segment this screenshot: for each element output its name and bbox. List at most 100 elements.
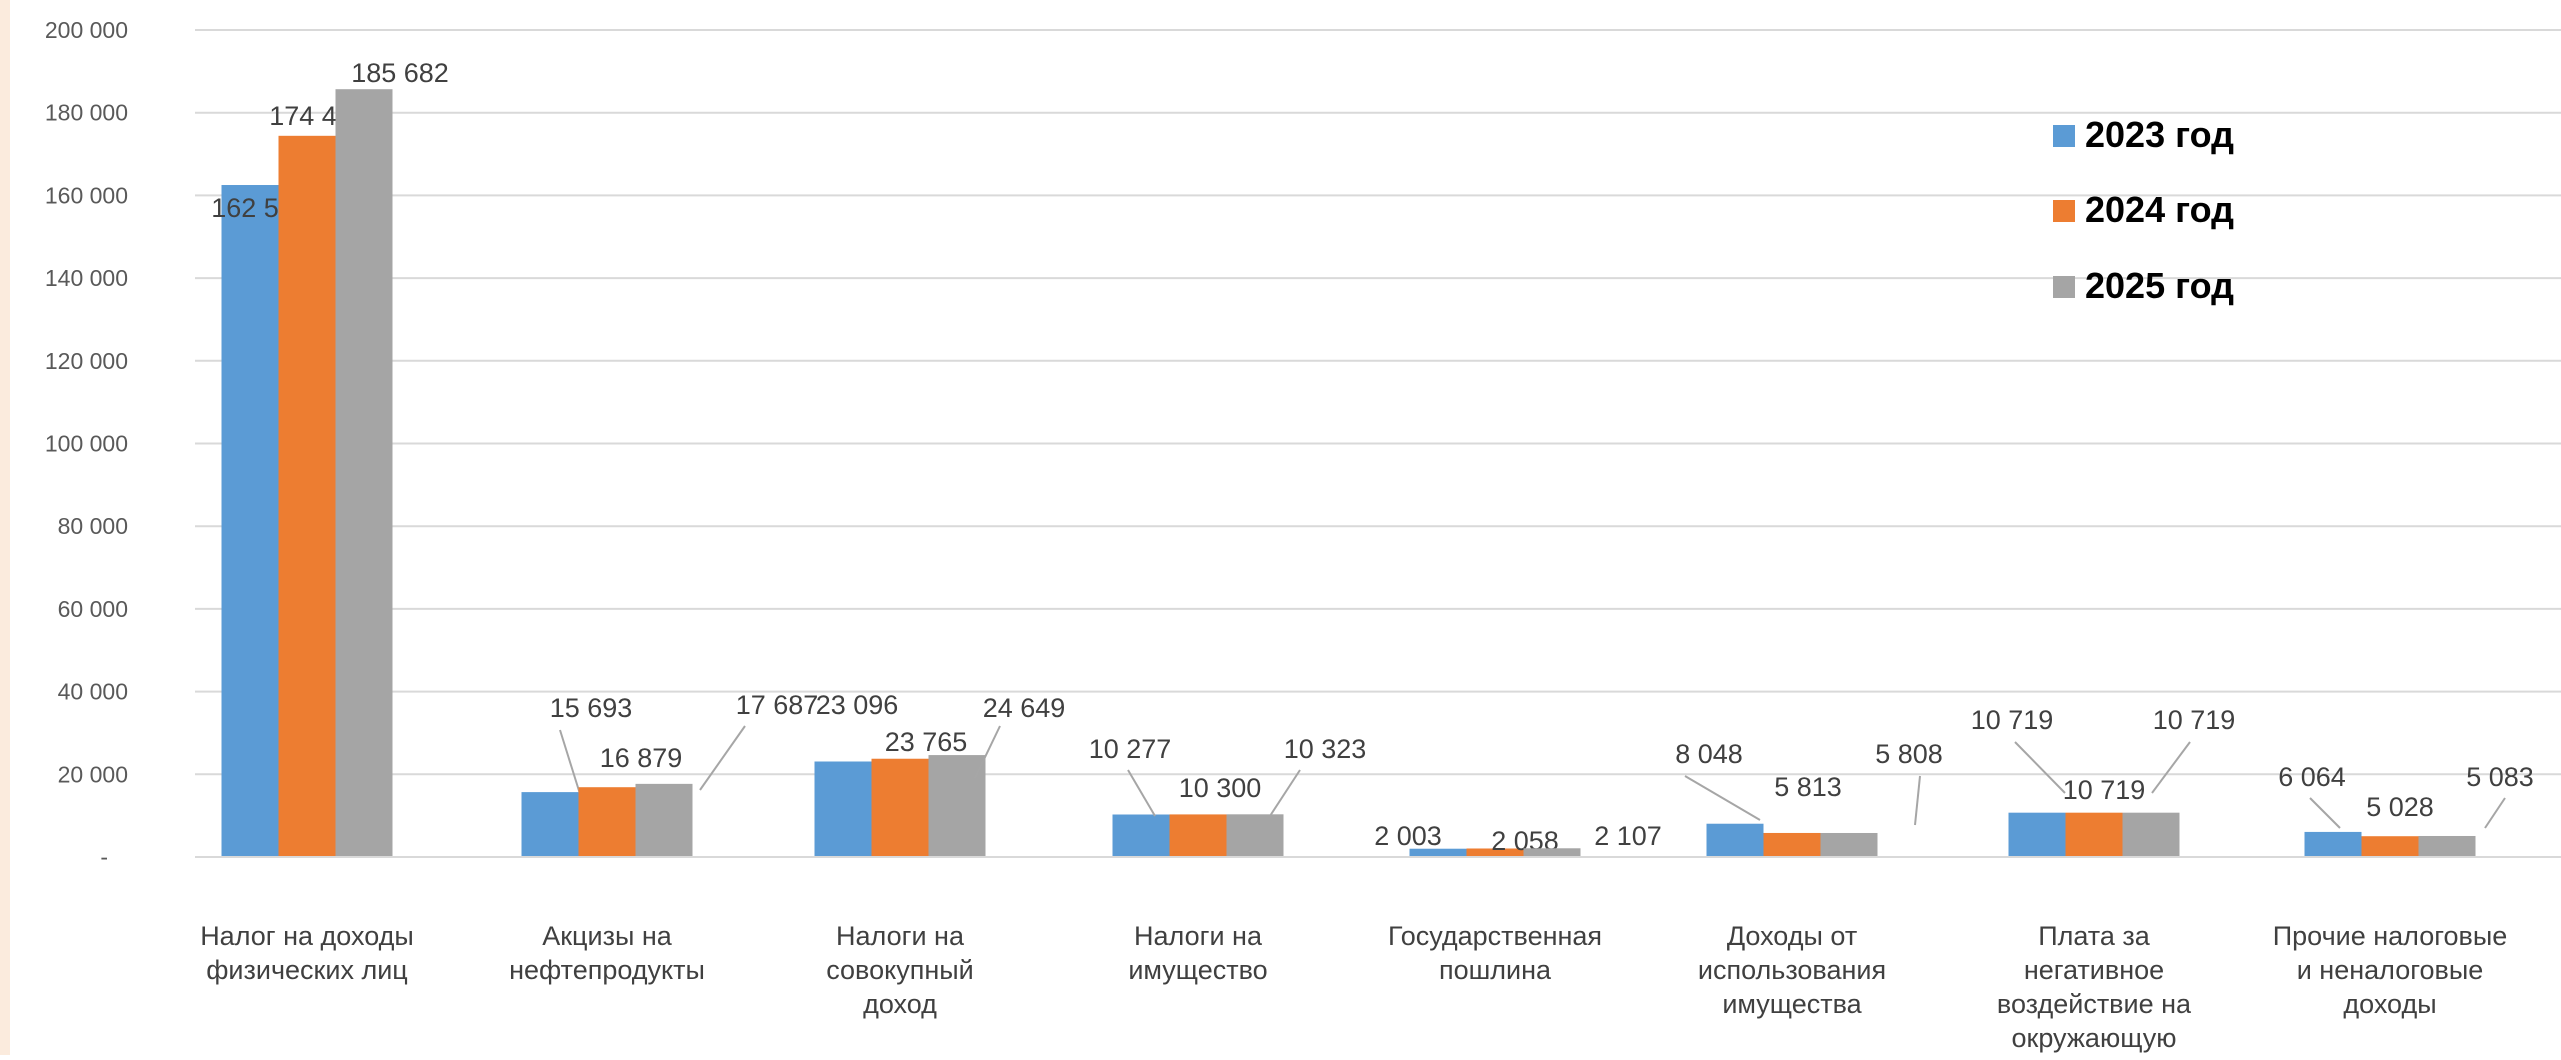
category-label-line: Налог на доходы	[200, 921, 414, 951]
y-tick-label: 200 000	[45, 17, 128, 43]
bar-1-3	[814, 761, 872, 857]
category-label: Прочие налоговые и неналоговые доходы	[2273, 921, 2508, 1019]
bar-3-1	[335, 89, 393, 857]
y-tick-label: 140 000	[45, 265, 128, 291]
data-label: 15 693	[550, 693, 633, 723]
leader-line	[1684, 775, 1761, 821]
bar-1-2	[521, 792, 579, 857]
data-label: 5 808	[1875, 739, 1943, 769]
bar-3-5	[1523, 848, 1581, 857]
bar-3-4	[1226, 814, 1284, 857]
bar-2-8	[2361, 836, 2419, 857]
bar-3-3	[928, 755, 986, 857]
category-label: Акцизы на нефтепродукты	[509, 921, 705, 985]
y-tick-label: 160 000	[45, 182, 128, 208]
bar-2-6	[1763, 832, 1821, 857]
category-label-line: Плата за	[2038, 921, 2151, 951]
data-label: 2 107	[1594, 821, 1662, 851]
bar-3-2	[635, 783, 693, 857]
category-label: Государственная пошлина	[1388, 921, 1602, 985]
category-label-line: имущества	[1722, 989, 1862, 1019]
category-label-line: окружающую	[2012, 1023, 2177, 1053]
category-label-line: воздействие на	[1997, 989, 2192, 1019]
y-tick-label: 180 000	[45, 100, 128, 126]
data-label: 23 096	[816, 690, 899, 720]
category-label: Налоги на имущество	[1128, 921, 1267, 985]
category-label-line: Налоги на	[836, 921, 965, 951]
leader-line	[1269, 769, 1301, 817]
category-label-line: физических лиц	[206, 955, 408, 985]
data-label: 10 719	[2063, 775, 2146, 805]
leader-line	[2014, 741, 2066, 794]
data-label: 24 649	[983, 693, 1066, 723]
legend-swatch	[2053, 276, 2075, 298]
page-edge-strip	[0, 0, 10, 1055]
y-tick-label: 100 000	[45, 431, 128, 457]
data-label: 16 879	[600, 743, 683, 773]
bar-3-8	[2418, 835, 2476, 857]
data-label: 5 813	[1774, 772, 1842, 802]
bar-1-8	[2304, 831, 2362, 857]
leader-line	[974, 725, 1001, 779]
data-label: 10 277	[1089, 734, 1172, 764]
legend-swatch	[2053, 200, 2075, 222]
y-tick-label: 20 000	[58, 761, 128, 787]
leader-line	[1914, 775, 1921, 826]
category-label-line: Акцизы на	[542, 921, 673, 951]
y-tick-label: 80 000	[58, 513, 128, 539]
legend-label: 2025 год	[2085, 265, 2234, 306]
y-tick-label: 40 000	[58, 679, 128, 705]
data-label: 10 323	[1284, 734, 1367, 764]
bar-1-4	[1112, 814, 1170, 857]
category-label-line: пошлина	[1439, 955, 1552, 985]
leader-line	[559, 729, 581, 795]
data-label: 185 682	[351, 58, 449, 88]
bar-1-7	[2008, 812, 2066, 857]
legend-label: 2023 год	[2085, 114, 2234, 155]
category-label: Налоги на совокупный доход	[826, 921, 974, 1019]
category-label-line: и неналоговые	[2297, 955, 2484, 985]
category-label-line: Прочие налоговые	[2273, 921, 2508, 951]
legend-swatch	[2053, 125, 2075, 147]
data-label: 5 028	[2366, 792, 2434, 822]
category-label-line: нефтепродукты	[509, 955, 705, 985]
category-label: Налог на доходы физических лиц	[200, 921, 414, 985]
bar-1-6	[1706, 823, 1764, 857]
category-label: Доходы от использования имущества	[1698, 921, 1886, 1019]
data-label: 10 719	[2153, 705, 2236, 735]
legend-label: 2024 год	[2085, 189, 2234, 230]
leader-line	[2309, 797, 2341, 829]
data-label: 8 048	[1675, 739, 1743, 769]
data-label: 2 003	[1374, 821, 1442, 851]
leader-line	[699, 725, 746, 791]
bar-2-5	[1466, 848, 1524, 857]
bar-2-2	[578, 787, 636, 857]
data-label: 23 765	[885, 727, 968, 757]
bar-2-7	[2065, 812, 2123, 857]
category-label-line: негативное	[2024, 955, 2164, 985]
category-label-line: использования	[1698, 955, 1886, 985]
data-label: 10 719	[1971, 705, 2054, 735]
leader-line	[1127, 769, 1156, 817]
bar-2-4	[1169, 814, 1227, 857]
bar-2-3	[871, 758, 929, 857]
category-label-line: Налоги на	[1134, 921, 1263, 951]
bar-1-1	[221, 185, 279, 857]
leader-line	[2151, 741, 2191, 794]
data-label: 5 083	[2466, 762, 2534, 792]
category-label-line: Доходы от	[1727, 921, 1857, 951]
bar-3-6	[1820, 832, 1878, 857]
category-label-line: совокупный	[826, 955, 974, 985]
data-label: 10 300	[1179, 773, 1262, 803]
category-label-line: Государственная	[1388, 921, 1602, 951]
bar-2-1	[278, 135, 336, 857]
category-label: Плата за негативное воздействие на окружающ…	[1997, 921, 2192, 1055]
bar-1-5	[1409, 848, 1467, 857]
y-tick-label: 60 000	[58, 596, 128, 622]
data-label: 6 064	[2278, 762, 2346, 792]
bar-3-7	[2122, 812, 2180, 857]
y-tick-label: -	[100, 844, 108, 870]
data-label: 17 687	[736, 690, 819, 720]
